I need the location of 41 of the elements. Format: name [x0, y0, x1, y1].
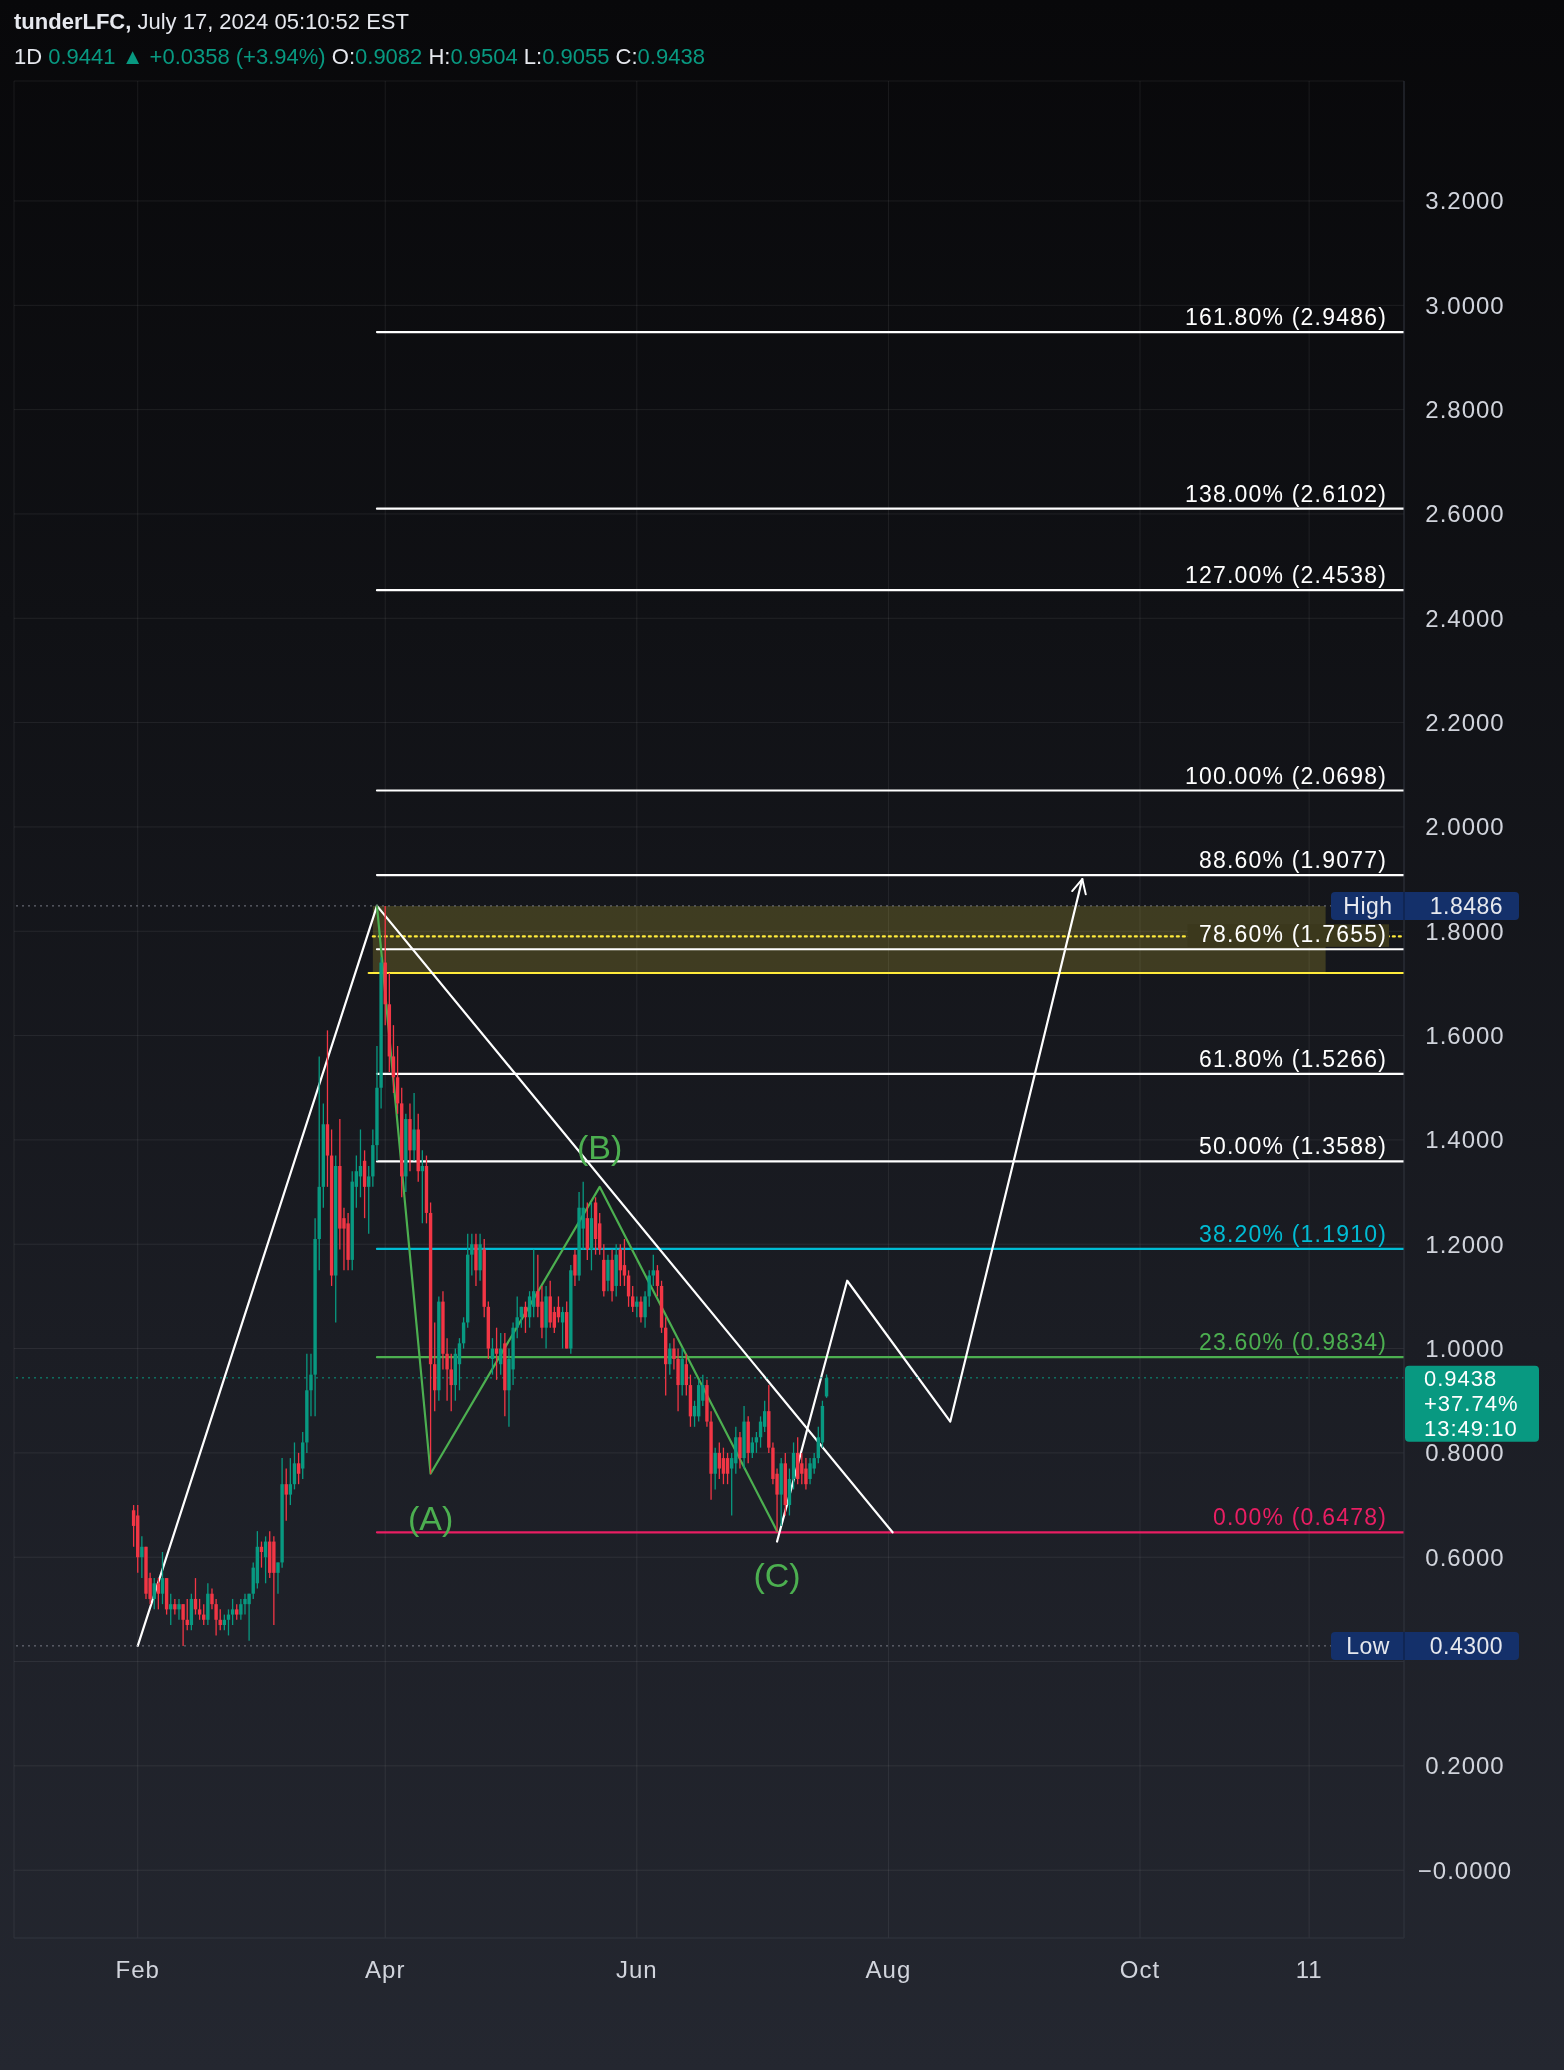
y-tick-label: 1.2000 [1425, 1230, 1505, 1258]
y-tick-label: 0.2000 [1425, 1752, 1505, 1780]
series-label: 127.00% (2.4538) [1184, 562, 1387, 589]
x-tick-label: Oct [1119, 1955, 1161, 1983]
y-tick-label: 1.0000 [1425, 1335, 1505, 1363]
y-tick-label: 2.2000 [1425, 709, 1505, 737]
series-label: 78.60% (1.7655) [1198, 921, 1387, 948]
x-tick-label: Aug [865, 1955, 912, 1983]
y-tick-label: 0.6000 [1425, 1543, 1505, 1571]
y-tick-label: −0.0000 [1417, 1856, 1513, 1884]
annotation: (A) [407, 1498, 454, 1537]
x-tick-label: Apr [365, 1955, 406, 1983]
text: High 1.8486 [1343, 892, 1504, 919]
text: Low 0.4300 [1346, 1632, 1504, 1659]
y-tick-label: 1.6000 [1425, 1022, 1505, 1050]
x-tick-label: Feb [115, 1955, 160, 1983]
chart-title: tunderLFC, July 17, 2024 05:10:52 EST [14, 9, 409, 35]
series-label: 0.00% (0.6478) [1212, 1504, 1387, 1531]
y-tick-label: 2.8000 [1425, 396, 1505, 424]
series-label: 23.60% (0.9834) [1198, 1329, 1387, 1356]
series-label: 161.80% (2.9486) [1184, 304, 1387, 331]
y-tick-label: 0.8000 [1425, 1439, 1505, 1467]
x-tick-label: 11 [1295, 1955, 1323, 1983]
annotation: (B) [577, 1127, 623, 1166]
y-tick-label: 2.6000 [1425, 500, 1505, 528]
series-label: 88.60% (1.9077) [1198, 847, 1387, 874]
y-tick-label: 2.0000 [1425, 813, 1505, 841]
y-tick-label: 2.4000 [1425, 604, 1505, 632]
series-label: 38.20% (1.1910) [1198, 1220, 1387, 1247]
y-tick-label: 1.8000 [1425, 917, 1505, 945]
text: 1D 0.9441 ▲ +0.0358 (+3.94%) O:0.9082 H:0.9504 L:0.9055 C:0.9438 [14, 44, 705, 69]
y-tick-label: 1.4000 [1425, 1126, 1505, 1154]
y-tick-label: 3.0000 [1425, 291, 1505, 319]
series-label: 100.00% (2.0698) [1184, 762, 1387, 789]
series-label: 50.00% (1.3588) [1198, 1133, 1387, 1160]
annotation: (C) [753, 1556, 801, 1595]
series-label: 138.00% (2.6102) [1184, 480, 1387, 507]
x-tick-label: Jun [615, 1955, 658, 1983]
y-tick-label: 3.2000 [1425, 187, 1505, 215]
ref-line-label: 0.9438 +37.74% 13:49:10 [1424, 1365, 1519, 1441]
series-label: 61.80% (1.5266) [1198, 1045, 1387, 1072]
